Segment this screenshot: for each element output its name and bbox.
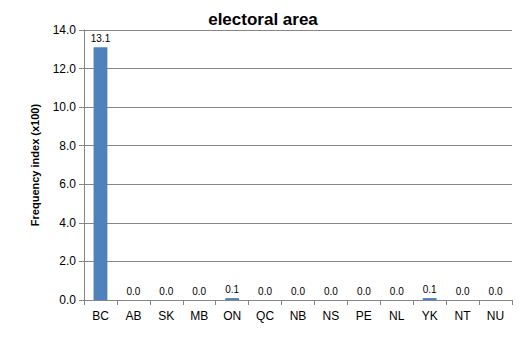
svg-text:14.0: 14.0 bbox=[53, 23, 77, 37]
svg-text:0.0: 0.0 bbox=[159, 286, 173, 297]
svg-text:0.0: 0.0 bbox=[258, 286, 272, 297]
svg-text:MB: MB bbox=[190, 309, 208, 323]
svg-text:12.0: 12.0 bbox=[53, 62, 77, 76]
svg-text:NT: NT bbox=[455, 309, 472, 323]
svg-text:0.0: 0.0 bbox=[291, 286, 305, 297]
svg-text:0.0: 0.0 bbox=[59, 293, 76, 307]
svg-text:QC: QC bbox=[256, 309, 274, 323]
svg-text:8.0: 8.0 bbox=[59, 139, 76, 153]
svg-text:NB: NB bbox=[290, 309, 307, 323]
svg-text:0.0: 0.0 bbox=[192, 286, 206, 297]
svg-text:6.0: 6.0 bbox=[59, 177, 76, 191]
svg-text:4.0: 4.0 bbox=[59, 216, 76, 230]
svg-text:NL: NL bbox=[389, 309, 405, 323]
svg-text:0.0: 0.0 bbox=[126, 286, 140, 297]
svg-text:0.0: 0.0 bbox=[456, 286, 470, 297]
svg-text:NU: NU bbox=[487, 309, 504, 323]
svg-text:0.1: 0.1 bbox=[225, 284, 239, 295]
svg-text:0.0: 0.0 bbox=[390, 286, 404, 297]
svg-text:0.1: 0.1 bbox=[423, 284, 437, 295]
svg-text:BC: BC bbox=[92, 309, 109, 323]
svg-text:ON: ON bbox=[223, 309, 241, 323]
svg-text:SK: SK bbox=[158, 309, 174, 323]
svg-text:electoral area: electoral area bbox=[208, 10, 318, 29]
svg-text:PE: PE bbox=[356, 309, 372, 323]
svg-text:13.1: 13.1 bbox=[91, 33, 111, 44]
svg-text:NS: NS bbox=[323, 309, 340, 323]
svg-text:0.0: 0.0 bbox=[489, 286, 503, 297]
svg-text:2.0: 2.0 bbox=[59, 254, 76, 268]
svg-text:YK: YK bbox=[422, 309, 438, 323]
svg-text:0.0: 0.0 bbox=[357, 286, 371, 297]
svg-text:Frequency index (x100): Frequency index (x100) bbox=[29, 104, 41, 227]
svg-text:0.0: 0.0 bbox=[324, 286, 338, 297]
svg-text:AB: AB bbox=[125, 309, 141, 323]
svg-text:10.0: 10.0 bbox=[53, 100, 77, 114]
